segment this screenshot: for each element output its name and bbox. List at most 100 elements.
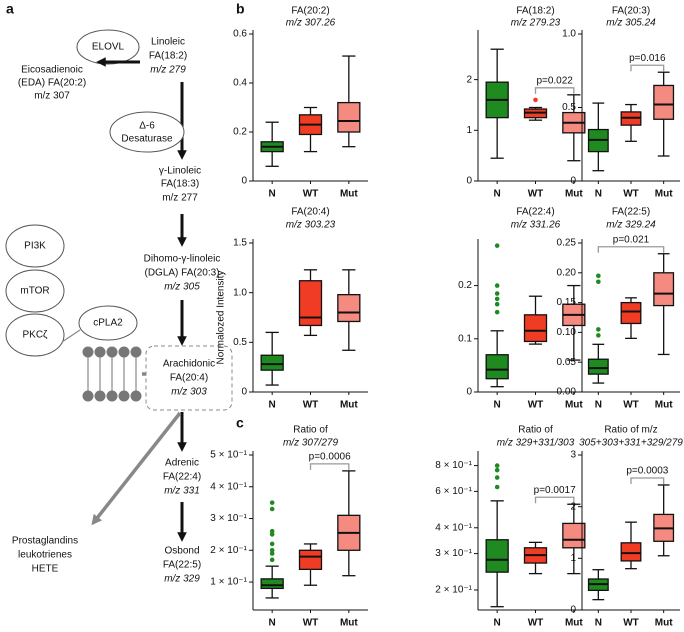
significance-bracket bbox=[630, 64, 665, 72]
y-tick-label: 0.6 bbox=[233, 29, 247, 40]
node-label: Arachidonic bbox=[163, 359, 215, 370]
x-tick-label: Mut bbox=[655, 189, 673, 200]
outlier bbox=[269, 528, 275, 534]
box bbox=[260, 354, 284, 371]
outlier bbox=[494, 467, 500, 473]
outlier bbox=[494, 243, 500, 248]
x-tick-label: WT bbox=[303, 189, 319, 200]
y-tick-label: 3 bbox=[570, 450, 576, 461]
x-tick-label: WT bbox=[303, 618, 319, 629]
outlier bbox=[596, 333, 601, 338]
significance-bracket bbox=[534, 496, 575, 504]
chart-subtitle: m/z 331.26 bbox=[511, 220, 561, 231]
x-tick-label: WT bbox=[528, 189, 544, 200]
x-tick-label: N bbox=[494, 400, 501, 411]
node-label: FA(20:4) bbox=[170, 373, 208, 384]
connector bbox=[61, 329, 81, 343]
y-tick-label: 8 × 10⁻¹ bbox=[435, 460, 472, 471]
node-shape bbox=[78, 305, 138, 341]
node-label: mTOR bbox=[20, 286, 49, 297]
y-tick-label: 0 bbox=[466, 387, 472, 398]
outlier bbox=[494, 283, 500, 288]
node-label: ELOVL bbox=[92, 42, 125, 53]
box bbox=[260, 578, 284, 590]
x-tick-label: WT bbox=[303, 400, 319, 411]
chart-subtitle: m/z 329.24 bbox=[606, 220, 656, 231]
y-tick-label: 0.1 bbox=[458, 333, 472, 344]
outlier bbox=[269, 551, 275, 556]
chart-title: FA(20:2) bbox=[291, 6, 329, 17]
x-tick-label: Mut bbox=[565, 400, 583, 411]
box bbox=[298, 549, 323, 570]
x-tick-label: Mut bbox=[655, 618, 673, 629]
x-tick-label: N bbox=[595, 618, 602, 629]
node-shape bbox=[5, 269, 65, 313]
y-tick-label: 0.15 bbox=[557, 297, 577, 308]
node-label: Linoleic bbox=[151, 37, 185, 48]
y-tick-label: 1 bbox=[466, 125, 472, 136]
membrane bbox=[82, 346, 142, 402]
y-tick-label: 6 × 10⁻¹ bbox=[435, 486, 472, 497]
node-shape bbox=[145, 345, 233, 411]
y-tick-label: 0.05 bbox=[557, 357, 577, 368]
node-label: m/z 277 bbox=[162, 193, 198, 204]
box bbox=[298, 280, 323, 327]
outlier bbox=[269, 506, 275, 512]
box bbox=[587, 358, 609, 375]
node-label: m/z 329 bbox=[164, 574, 200, 585]
y-tick-label: 1.0 bbox=[233, 287, 247, 298]
y-tick-label: 0.20 bbox=[557, 267, 577, 278]
chart-subtitle: m/z 279.23 bbox=[511, 18, 561, 29]
chart-title: FA(22:4) bbox=[516, 207, 554, 218]
box bbox=[562, 522, 586, 549]
node-label: (EDA) FA(20:2) bbox=[18, 78, 86, 89]
x-tick-label: Mut bbox=[655, 400, 673, 411]
y-tick-label: 0.5 bbox=[233, 337, 247, 348]
p-value: p=0.022 bbox=[536, 75, 573, 86]
node-label: cPLA2 bbox=[93, 318, 123, 329]
y-tick-label: 0 bbox=[466, 176, 472, 187]
node-label: FA(22:4) bbox=[163, 472, 201, 483]
x-tick-label: N bbox=[269, 618, 276, 629]
chart-title: FA(22:5) bbox=[612, 207, 650, 218]
significance-bracket bbox=[534, 87, 575, 94]
chart-title: FA(18:2) bbox=[516, 6, 554, 17]
outlier bbox=[494, 301, 500, 307]
node-label: Δ-6 bbox=[139, 121, 155, 132]
y-tick-label: 0 bbox=[241, 387, 247, 398]
node-label: (DGLA) FA(20:3) bbox=[144, 268, 219, 279]
y-tick-label: 0.5 bbox=[562, 102, 576, 113]
y-tick-label: 0.10 bbox=[557, 327, 577, 338]
chart-subtitle: m/z 303.23 bbox=[286, 220, 336, 231]
node-label: m/z 305 bbox=[164, 282, 200, 293]
p-value: p=0.021 bbox=[613, 234, 650, 245]
node-label: FA(18:3) bbox=[161, 179, 199, 190]
y-tick-label: 2 bbox=[570, 501, 576, 512]
x-tick-label: Mut bbox=[565, 618, 583, 629]
node-label: Adrenic bbox=[165, 458, 199, 469]
chart-title: Ratio of bbox=[518, 425, 553, 436]
node-label: PI3K bbox=[24, 241, 46, 252]
node-label: leukotrienes bbox=[18, 550, 72, 561]
chart-subtitle: m/z 307/279 bbox=[283, 438, 338, 449]
p-value: p=0.0003 bbox=[626, 466, 668, 477]
y-tick-label: 1.0 bbox=[562, 29, 576, 40]
y-tick-label: 2 × 10⁻¹ bbox=[435, 585, 472, 596]
y-tick-label: 0 bbox=[241, 176, 247, 187]
panel-label: a bbox=[6, 1, 14, 17]
y-tick-label: 0.2 bbox=[458, 280, 472, 291]
node-label: Eicosadienoic bbox=[21, 65, 83, 76]
x-tick-label: N bbox=[595, 189, 602, 200]
outlier bbox=[269, 541, 275, 547]
node-label: m/z 331 bbox=[164, 486, 200, 497]
node-shape bbox=[109, 111, 185, 153]
chart-title: Ratio of bbox=[293, 425, 328, 436]
chart-subtitle: m/z 329+331/303 bbox=[497, 438, 575, 449]
outlier bbox=[596, 273, 601, 279]
node-label: γ-Linoleic bbox=[159, 166, 201, 177]
box bbox=[485, 354, 509, 380]
box bbox=[485, 539, 509, 573]
significance-bracket bbox=[630, 477, 665, 484]
y-tick-label: 4 × 10⁻¹ bbox=[435, 522, 472, 533]
outlier bbox=[269, 500, 275, 505]
